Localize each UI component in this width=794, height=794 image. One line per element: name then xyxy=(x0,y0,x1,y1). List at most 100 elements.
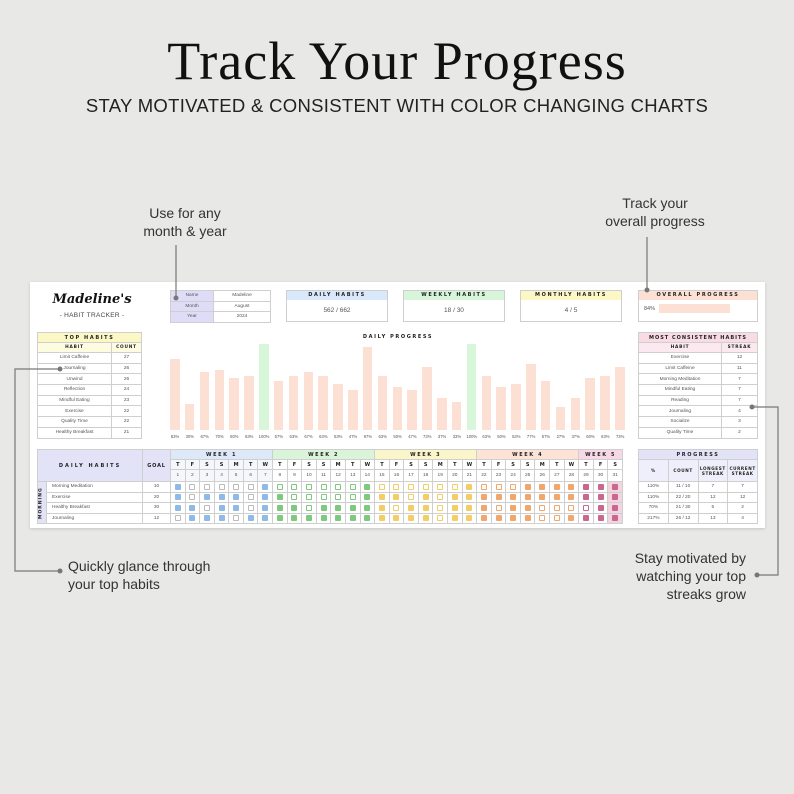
checkbox-checked[interactable] xyxy=(510,515,517,522)
checkbox-checked[interactable] xyxy=(539,494,546,501)
checkbox-checked[interactable] xyxy=(597,494,604,501)
checkbox-checked[interactable] xyxy=(378,515,385,522)
checkbox-checked[interactable] xyxy=(378,504,385,511)
checkbox-checked[interactable] xyxy=(262,494,269,501)
checkbox-checked[interactable] xyxy=(364,515,371,522)
checkbox-checked[interactable] xyxy=(582,515,589,522)
checkbox-checked[interactable] xyxy=(422,494,429,501)
checkbox-unchecked[interactable] xyxy=(553,515,560,522)
checkbox-checked[interactable] xyxy=(393,494,400,501)
checkbox-unchecked[interactable] xyxy=(320,494,327,501)
checkbox-checked[interactable] xyxy=(568,515,575,522)
checkbox-checked[interactable] xyxy=(320,504,327,511)
checkbox-checked[interactable] xyxy=(466,494,473,501)
checkbox-checked[interactable] xyxy=(422,515,429,522)
checkbox-unchecked[interactable] xyxy=(233,483,240,490)
checkbox-unchecked[interactable] xyxy=(393,504,400,511)
checkbox-checked[interactable] xyxy=(597,504,604,511)
checkbox-checked[interactable] xyxy=(568,494,575,501)
checkbox-checked[interactable] xyxy=(233,504,240,511)
checkbox-checked[interactable] xyxy=(378,494,385,501)
checkbox-checked[interactable] xyxy=(276,504,283,511)
checkbox-unchecked[interactable] xyxy=(306,483,312,490)
checkbox-unchecked[interactable] xyxy=(174,515,181,522)
checkbox-checked[interactable] xyxy=(291,504,298,511)
checkbox-checked[interactable] xyxy=(466,483,473,490)
checkbox-checked[interactable] xyxy=(480,515,487,522)
checkbox-checked[interactable] xyxy=(568,483,575,490)
checkbox-unchecked[interactable] xyxy=(349,483,356,490)
checkbox-checked[interactable] xyxy=(349,504,356,511)
checkbox-unchecked[interactable] xyxy=(291,483,298,490)
checkbox-checked[interactable] xyxy=(495,515,502,522)
checkbox-checked[interactable] xyxy=(320,515,327,522)
checkbox-checked[interactable] xyxy=(582,494,589,501)
checkbox-checked[interactable] xyxy=(510,494,517,501)
checkbox-unchecked[interactable] xyxy=(247,494,254,501)
checkbox-unchecked[interactable] xyxy=(437,515,444,522)
checkbox-checked[interactable] xyxy=(582,483,589,490)
checkbox-checked[interactable] xyxy=(451,494,458,501)
checkbox-checked[interactable] xyxy=(174,504,181,511)
checkbox-checked[interactable] xyxy=(451,515,458,522)
checkbox-unchecked[interactable] xyxy=(247,483,254,490)
checkbox-unchecked[interactable] xyxy=(495,504,502,511)
checkbox-checked[interactable] xyxy=(276,515,283,522)
checkbox-unchecked[interactable] xyxy=(306,504,312,511)
checkbox-unchecked[interactable] xyxy=(378,483,385,490)
checkbox-unchecked[interactable] xyxy=(408,483,415,490)
checkbox-unchecked[interactable] xyxy=(218,483,225,490)
checkbox-checked[interactable] xyxy=(262,483,269,490)
checkbox-unchecked[interactable] xyxy=(349,494,356,501)
checkbox-checked[interactable] xyxy=(524,494,531,501)
checkbox-checked[interactable] xyxy=(408,504,415,511)
checkbox-unchecked[interactable] xyxy=(553,504,560,511)
checkbox-checked[interactable] xyxy=(466,504,473,511)
checkbox-checked[interactable] xyxy=(218,515,225,522)
checkbox-checked[interactable] xyxy=(276,494,283,501)
checkbox-checked[interactable] xyxy=(480,494,487,501)
checkbox-unchecked[interactable] xyxy=(276,483,283,490)
checkbox-checked[interactable] xyxy=(612,494,619,501)
checkbox-checked[interactable] xyxy=(597,483,604,490)
checkbox-checked[interactable] xyxy=(364,483,371,490)
checkbox-unchecked[interactable] xyxy=(203,483,210,490)
checkbox-checked[interactable] xyxy=(612,504,619,511)
checkbox-checked[interactable] xyxy=(189,504,196,511)
checkbox-unchecked[interactable] xyxy=(568,504,575,511)
checkbox-checked[interactable] xyxy=(233,494,240,501)
checkbox-checked[interactable] xyxy=(524,515,531,522)
checkbox-unchecked[interactable] xyxy=(320,483,327,490)
checkbox-checked[interactable] xyxy=(597,515,604,522)
checkbox-checked[interactable] xyxy=(349,515,356,522)
checkbox-checked[interactable] xyxy=(189,515,196,522)
checkbox-checked[interactable] xyxy=(174,494,181,501)
checkbox-unchecked[interactable] xyxy=(233,515,240,522)
checkbox-unchecked[interactable] xyxy=(393,483,400,490)
checkbox-checked[interactable] xyxy=(306,515,312,522)
checkbox-checked[interactable] xyxy=(480,504,487,511)
checkbox-checked[interactable] xyxy=(553,494,560,501)
checkbox-checked[interactable] xyxy=(262,515,269,522)
checkbox-checked[interactable] xyxy=(612,515,619,522)
checkbox-checked[interactable] xyxy=(422,504,429,511)
checkbox-checked[interactable] xyxy=(364,504,371,511)
checkbox-checked[interactable] xyxy=(408,515,415,522)
checkbox-checked[interactable] xyxy=(364,494,371,501)
checkbox-unchecked[interactable] xyxy=(539,515,546,522)
checkbox-unchecked[interactable] xyxy=(480,483,487,490)
checkbox-unchecked[interactable] xyxy=(437,483,444,490)
checkbox-unchecked[interactable] xyxy=(495,483,502,490)
checkbox-unchecked[interactable] xyxy=(203,504,210,511)
checkbox-checked[interactable] xyxy=(247,515,254,522)
checkbox-checked[interactable] xyxy=(612,483,619,490)
checkbox-unchecked[interactable] xyxy=(582,504,589,511)
checkbox-checked[interactable] xyxy=(218,504,225,511)
checkbox-unchecked[interactable] xyxy=(335,494,342,501)
checkbox-checked[interactable] xyxy=(335,515,342,522)
checkbox-checked[interactable] xyxy=(466,515,473,522)
checkbox-unchecked[interactable] xyxy=(422,483,429,490)
checkbox-unchecked[interactable] xyxy=(189,483,196,490)
checkbox-checked[interactable] xyxy=(174,483,181,490)
checkbox-checked[interactable] xyxy=(262,504,269,511)
